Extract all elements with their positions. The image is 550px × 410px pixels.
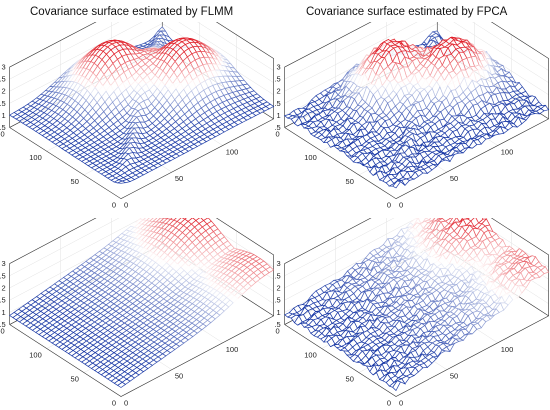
right-chart-title: Covariance surface estimated by FPCA	[306, 6, 508, 18]
z-tick-label: 1	[276, 308, 280, 317]
x-tick-label: 0	[124, 201, 128, 210]
surface-cell	[392, 180, 402, 189]
y-tick-label: 50	[71, 177, 79, 186]
y-tick-label: 150	[275, 327, 280, 336]
tick-labels: 0.511.522.53050100150050100150	[275, 63, 514, 210]
x-tick-label: 100	[501, 148, 514, 157]
surface-cell	[116, 180, 127, 184]
y-tick-label: 0	[387, 201, 391, 210]
x-tick-label: 0	[399, 399, 403, 408]
surface-svg: 0.511.522.53050100150050100150	[0, 22, 275, 210]
z-tick-label: 3	[276, 259, 280, 268]
surface-mesh	[283, 218, 550, 392]
y-tick-label: 100	[304, 153, 317, 162]
z-tick-label: 3	[1, 259, 5, 268]
z-tick-label: 2.5	[0, 75, 6, 84]
surface-cell	[392, 380, 402, 392]
surface-svg: 0.511.522.53050100150050100150	[275, 218, 550, 408]
y-tick-label: 150	[275, 129, 280, 138]
surface-cell	[117, 381, 127, 388]
z-tick-label: 1.5	[0, 99, 6, 108]
left-chart-title: Covariance surface estimated by FLMM	[30, 6, 234, 18]
z-tick-label: 1.5	[0, 296, 6, 305]
y-tick-label: 50	[71, 375, 79, 384]
surface-plot-flmm-bottom: 0.511.522.53050100150050100150	[0, 218, 275, 410]
z-tick-label: 2	[1, 87, 5, 96]
y-tick-label: 0	[112, 399, 116, 408]
y-tick-label: 150	[0, 129, 5, 138]
surface-plot-fpca-bottom: 0.511.522.53050100150050100150	[275, 218, 550, 410]
z-tick-label: 0.5	[275, 123, 281, 132]
z-tick-label: 3	[276, 63, 280, 72]
y-tick-label: 0	[387, 399, 391, 408]
x-tick-label: 100	[226, 148, 239, 157]
z-tick-label: 0.5	[275, 320, 281, 329]
y-tick-label: 50	[346, 375, 354, 384]
y-tick-label: 150	[0, 327, 5, 336]
x-tick-label: 50	[175, 174, 183, 183]
z-tick-label: 2.5	[275, 271, 281, 280]
z-tick-label: 0.5	[0, 123, 6, 132]
z-tick-label: 0.5	[0, 320, 6, 329]
z-tick-label: 1.5	[275, 296, 281, 305]
z-tick-label: 1	[1, 308, 5, 317]
x-tick-label: 100	[226, 345, 239, 354]
y-tick-label: 100	[29, 153, 42, 162]
x-tick-label: 0	[399, 201, 403, 210]
y-tick-label: 100	[29, 351, 42, 360]
surface-mesh	[8, 26, 275, 184]
surface-svg: 0.511.522.53050100150050100150	[275, 22, 550, 210]
z-tick-label: 2	[1, 283, 5, 292]
z-tick-label: 1	[1, 111, 5, 120]
tick-labels: 0.511.522.53050100150050100150	[0, 259, 239, 408]
x-tick-label: 0	[124, 399, 128, 408]
x-tick-label: 100	[501, 345, 514, 354]
y-tick-label: 0	[112, 201, 116, 210]
z-tick-label: 2	[276, 87, 280, 96]
surface-plot-flmm-top: 0.511.522.53050100150050100150	[0, 22, 275, 212]
z-tick-label: 1	[276, 111, 280, 120]
y-tick-label: 100	[304, 351, 317, 360]
surface-mesh	[8, 218, 275, 388]
x-tick-label: 50	[450, 372, 458, 381]
surface-svg: 0.511.522.53050100150050100150	[0, 218, 275, 408]
surface-plot-fpca-top: 0.511.522.53050100150050100150	[275, 22, 550, 212]
tick-labels: 0.511.522.53050100150050100150	[275, 259, 514, 408]
y-tick-label: 50	[346, 177, 354, 186]
tick-labels: 0.511.522.53050100150050100150	[0, 63, 239, 210]
x-tick-label: 50	[450, 174, 458, 183]
z-tick-label: 1.5	[275, 99, 281, 108]
z-tick-label: 2.5	[275, 75, 281, 84]
z-tick-label: 3	[1, 63, 5, 72]
z-tick-label: 2	[276, 283, 280, 292]
z-tick-label: 2.5	[0, 271, 6, 280]
surface-mesh	[283, 30, 550, 189]
x-tick-label: 50	[175, 372, 183, 381]
